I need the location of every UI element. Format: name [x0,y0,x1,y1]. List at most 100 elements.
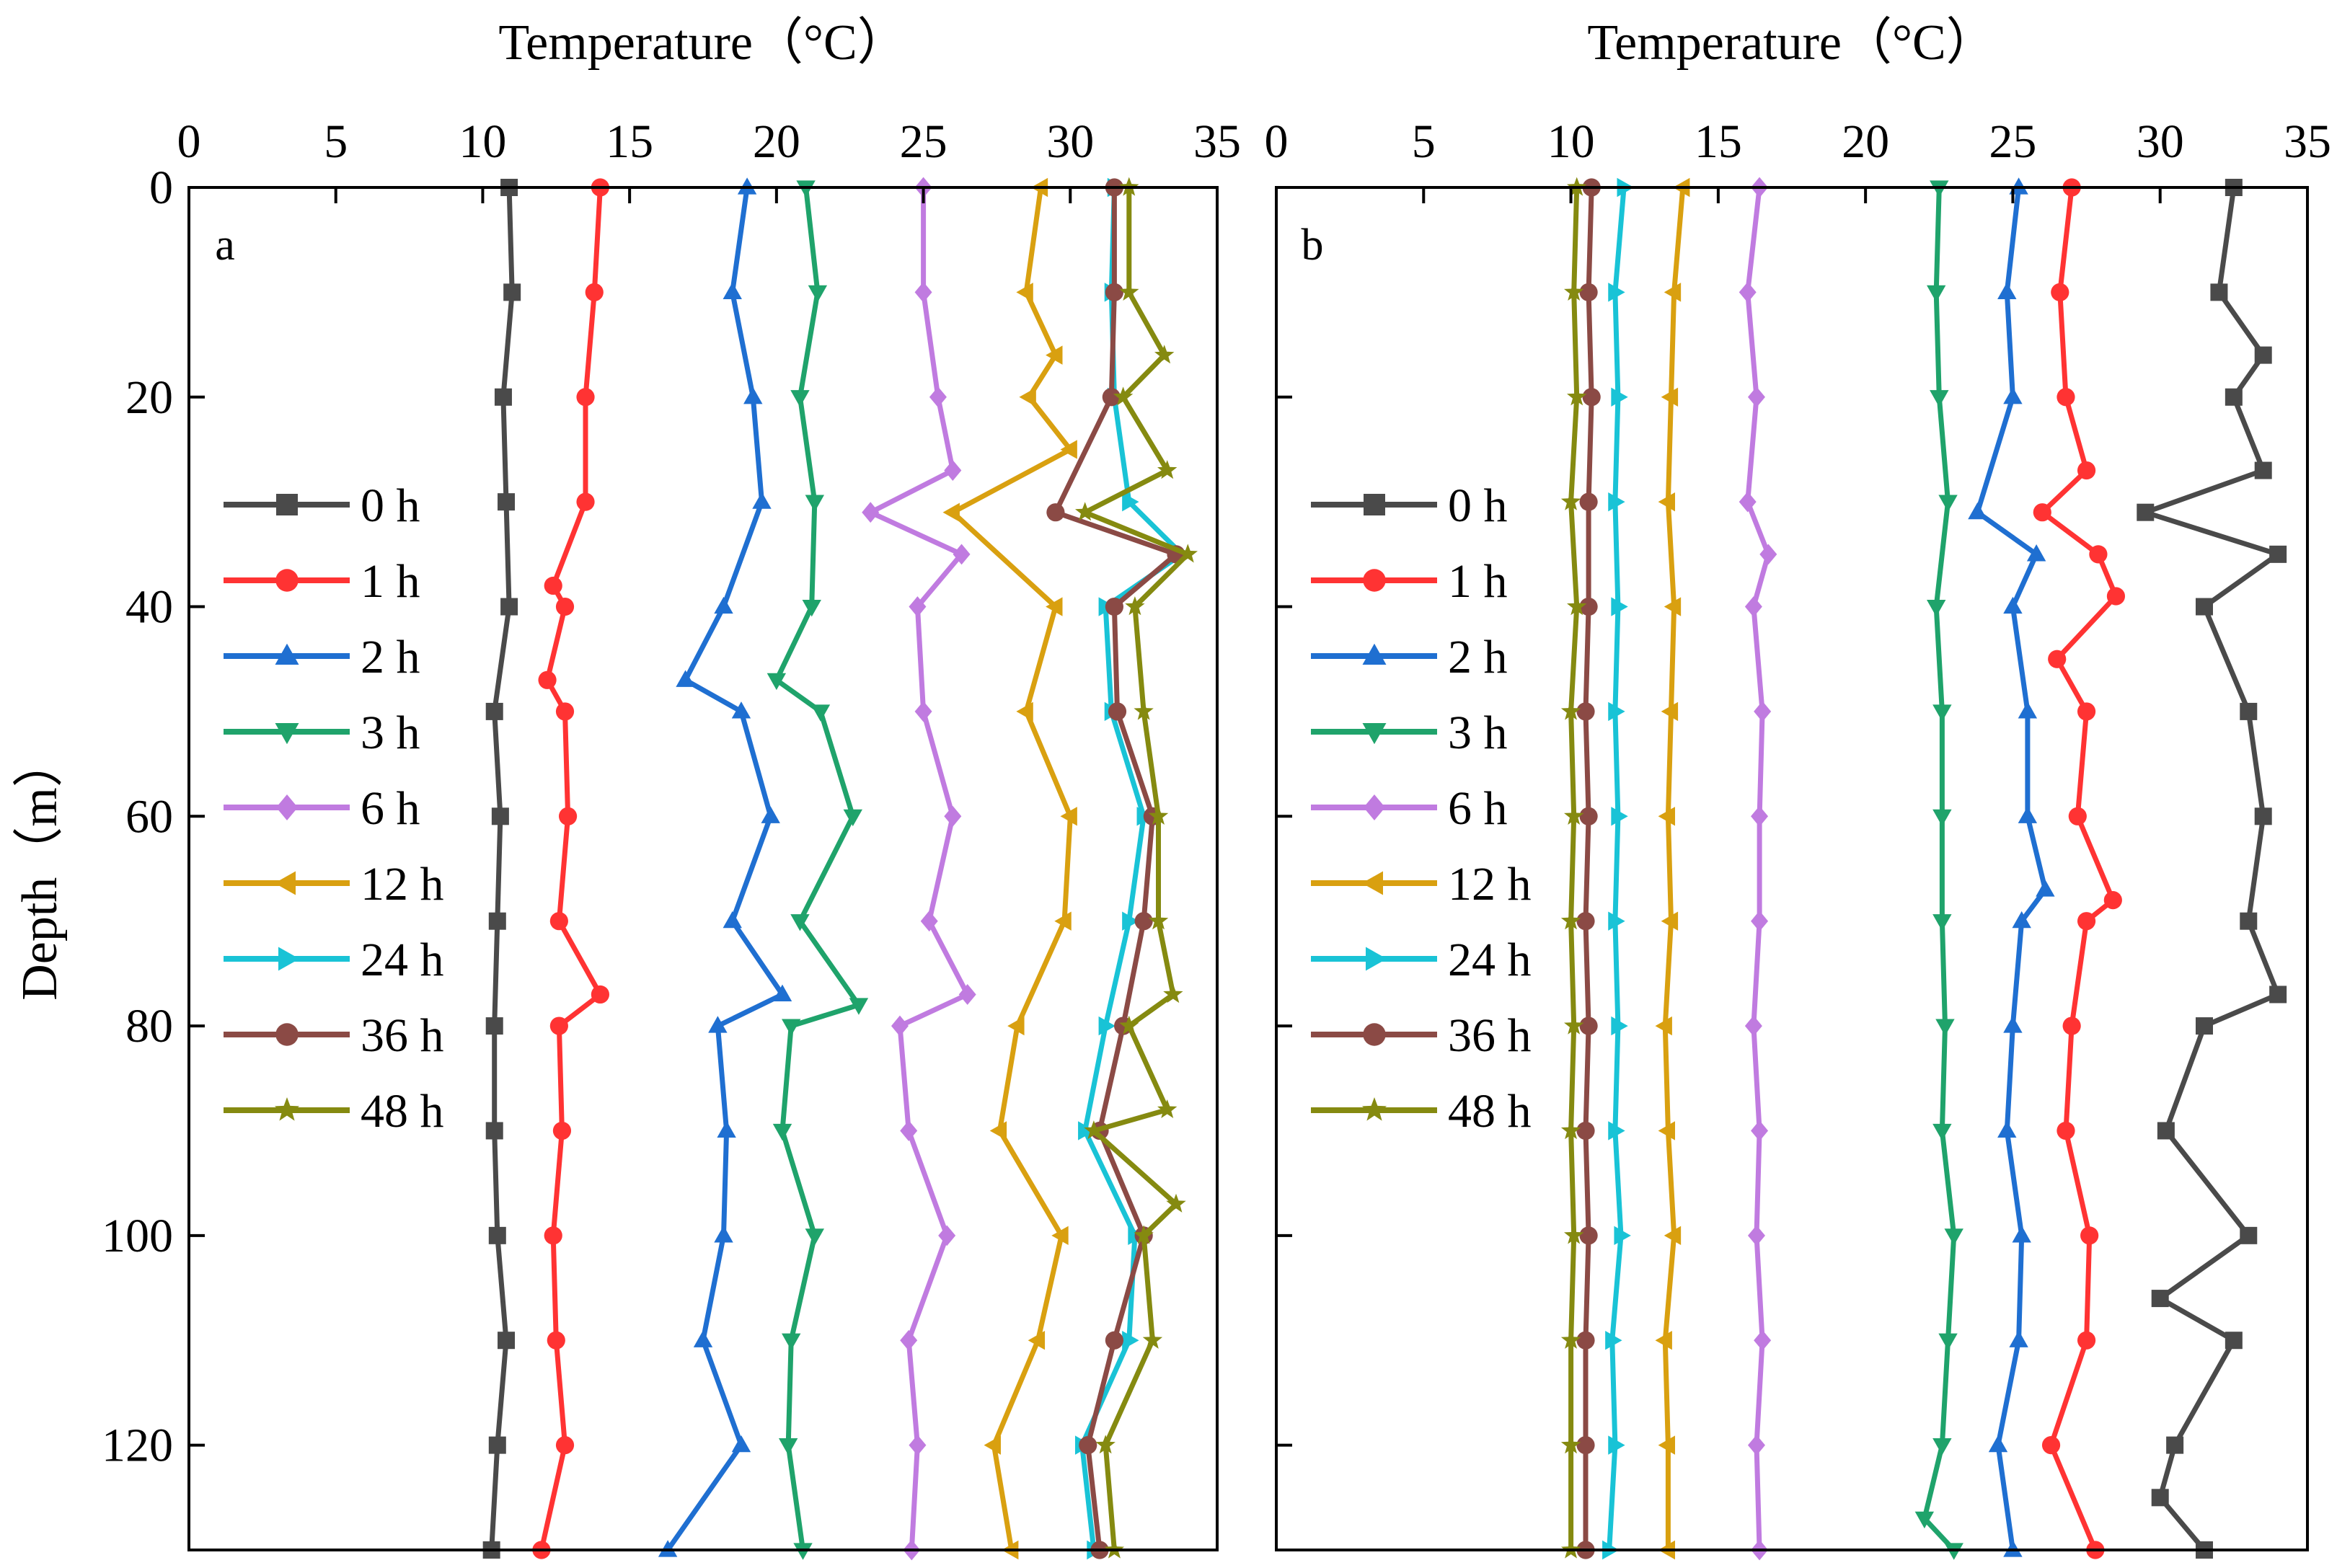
data-point [585,283,604,301]
data-point [1608,1435,1625,1455]
data-point [743,386,763,404]
data-point [802,599,821,617]
data-point [1113,386,1134,406]
data-point [1661,387,1679,407]
data-point [942,502,960,522]
y-tick-label: 120 [102,1419,173,1472]
legend-label: 2 h [1448,631,1508,683]
data-point [767,673,787,691]
legend-item: 3 h [224,707,420,759]
data-point [2036,880,2055,897]
data-point [1932,809,1952,827]
data-point [944,805,962,827]
data-point [843,809,862,827]
data-point [1060,807,1077,826]
data-point [1664,597,1682,616]
data-point [1125,596,1145,616]
data-point [772,984,792,1002]
legend-swatch-marker [1363,1023,1386,1046]
data-point [2240,1226,2258,1244]
series-6h [1739,177,1777,1561]
data-point [737,177,757,195]
data-point [1560,1120,1581,1140]
series-line [1662,187,1686,1550]
y-tick-label: 0 [149,161,173,214]
legend-swatch-marker [1362,723,1387,745]
series-line [950,187,1073,1551]
data-point [488,1436,506,1454]
data-point [1122,911,1139,931]
data-point [1007,1016,1025,1036]
x-tick-label: 30 [2137,115,2184,168]
data-point [1611,387,1628,407]
data-point [1608,492,1625,512]
data-point [547,1331,565,1350]
data-point [1744,596,1762,617]
data-point [1759,544,1777,565]
data-point [500,598,518,616]
legend-label: 0 h [1448,479,1508,532]
data-point [1134,1225,1154,1244]
data-point [658,1540,678,1557]
data-point [1747,1225,1765,1246]
legend-label: 2 h [361,631,420,683]
data-point [1098,1016,1116,1036]
data-point [1932,1123,1952,1141]
x-tick-label: 20 [753,115,800,168]
x-axis-title: Temperature（°C） [1587,15,1996,71]
data-point [491,807,509,825]
data-point [1927,285,1946,303]
data-point [2003,386,2023,404]
legend-label: 3 h [361,707,420,759]
legend-label: 36 h [1448,1009,1532,1062]
data-point [1134,912,1153,931]
data-point [2077,702,2096,721]
series-line [666,187,785,1552]
data-point [1095,1435,1116,1454]
data-point [1605,1331,1622,1350]
data-point [2151,1489,2169,1507]
data-point [1968,502,1987,520]
data-point [2077,461,2096,480]
data-point [555,597,575,616]
data-point [920,911,938,932]
data-point [1178,544,1198,563]
data-point [1166,1193,1186,1213]
data-point [2003,1016,2023,1033]
x-tick-label: 0 [1265,115,1289,168]
data-point [1046,503,1065,522]
data-point [488,1226,506,1244]
legend-label: 6 h [361,782,420,835]
data-point [2225,388,2243,406]
data-point [1119,1015,1139,1035]
data-point [1754,701,1772,722]
data-point [2012,1226,2031,1243]
data-point [544,1226,562,1245]
series-36h [1576,178,1601,1559]
data-point [1579,283,1598,301]
legend-item: 0 h [224,479,420,532]
data-point [485,1017,503,1035]
data-point [2077,912,2096,931]
legend: 0 h 1 h 2 h 3 h 6 h 12 h 24 h 36 h 48 h [224,479,444,1138]
data-point [1658,1121,1675,1140]
data-point [862,502,880,523]
data-point [929,386,947,408]
data-point [944,460,962,481]
data-point [849,998,869,1015]
legend-swatch-marker [276,794,298,820]
data-point [805,495,825,512]
legend-swatch-marker [1361,871,1383,895]
legend-item: 2 h [1311,631,1508,683]
panel-label: a [215,221,235,270]
series-line [1583,187,1594,1550]
data-point [989,1121,1007,1140]
legend-item: 6 h [1311,782,1508,835]
x-tick-label: 35 [1193,115,1241,168]
series-3h [767,180,869,1560]
data-point [1944,1228,1963,1246]
data-point [2196,1017,2213,1035]
series-24h [1602,177,1634,1560]
data-point [1932,914,1952,931]
